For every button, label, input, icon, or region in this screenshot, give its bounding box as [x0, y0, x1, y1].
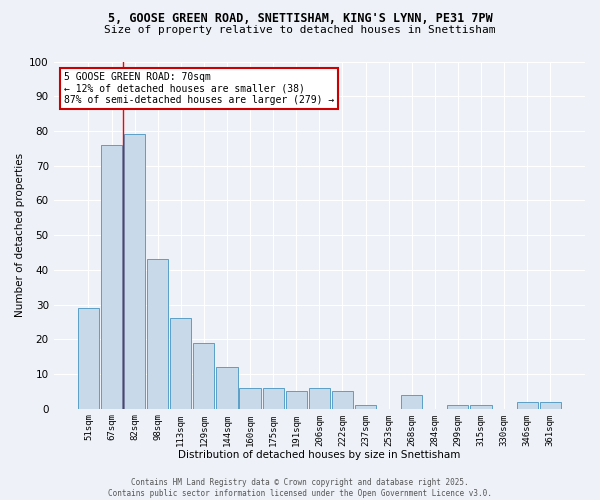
Bar — [286, 392, 307, 408]
Bar — [309, 388, 330, 408]
Bar — [101, 145, 122, 408]
Bar — [263, 388, 284, 408]
Text: Size of property relative to detached houses in Snettisham: Size of property relative to detached ho… — [104, 25, 496, 35]
Bar — [217, 367, 238, 408]
Bar — [470, 405, 491, 408]
Bar — [239, 388, 260, 408]
Bar — [124, 134, 145, 408]
Bar — [539, 402, 561, 408]
Bar — [147, 260, 169, 408]
Bar — [447, 405, 469, 408]
Text: 5 GOOSE GREEN ROAD: 70sqm
← 12% of detached houses are smaller (38)
87% of semi-: 5 GOOSE GREEN ROAD: 70sqm ← 12% of detac… — [64, 72, 335, 105]
Bar — [193, 343, 214, 408]
Bar — [170, 318, 191, 408]
Text: 5, GOOSE GREEN ROAD, SNETTISHAM, KING'S LYNN, PE31 7PW: 5, GOOSE GREEN ROAD, SNETTISHAM, KING'S … — [107, 12, 493, 26]
Bar — [78, 308, 99, 408]
Y-axis label: Number of detached properties: Number of detached properties — [15, 153, 25, 317]
Text: Contains HM Land Registry data © Crown copyright and database right 2025.
Contai: Contains HM Land Registry data © Crown c… — [108, 478, 492, 498]
Bar — [517, 402, 538, 408]
Bar — [332, 392, 353, 408]
Bar — [355, 405, 376, 408]
Bar — [401, 395, 422, 408]
X-axis label: Distribution of detached houses by size in Snettisham: Distribution of detached houses by size … — [178, 450, 461, 460]
